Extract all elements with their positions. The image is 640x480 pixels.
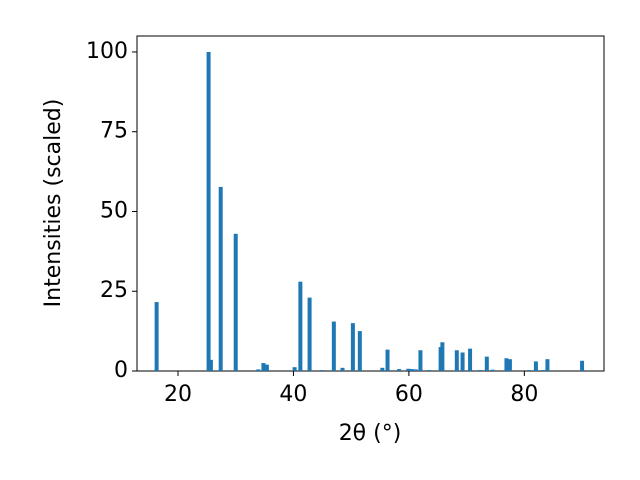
bar — [406, 368, 411, 371]
bar — [526, 370, 531, 371]
y-tick-label: 75 — [100, 119, 128, 144]
x-tick-label: 40 — [279, 382, 307, 407]
bar — [208, 359, 213, 371]
bar — [468, 348, 473, 371]
x-tick-label: 80 — [510, 382, 538, 407]
bar — [307, 297, 312, 371]
bar — [413, 369, 418, 371]
bar — [545, 359, 550, 371]
bar — [409, 369, 414, 371]
bar — [541, 370, 546, 371]
bar — [440, 342, 445, 371]
x-tick-label: 20 — [164, 382, 192, 407]
bar — [331, 321, 336, 371]
bar — [477, 370, 482, 371]
bar — [350, 323, 355, 371]
bar — [340, 367, 345, 371]
x-axis-label: 2θ (°) — [339, 421, 402, 446]
bar — [292, 367, 297, 371]
bar — [320, 370, 325, 371]
y-tick-label: 100 — [86, 39, 128, 64]
bar — [154, 302, 159, 371]
bar — [233, 233, 238, 371]
bar — [397, 369, 402, 371]
y-tick-label: 50 — [100, 198, 128, 223]
y-tick-label: 25 — [100, 278, 128, 303]
bar — [380, 367, 385, 371]
y-tick-label: 0 — [114, 358, 128, 383]
bar — [357, 331, 362, 371]
bar — [264, 364, 269, 371]
bar — [385, 349, 390, 371]
bar — [427, 370, 432, 371]
bar — [261, 363, 266, 371]
bar — [507, 359, 512, 371]
bar — [490, 369, 495, 371]
bar — [580, 360, 585, 371]
bar — [298, 281, 303, 371]
bar — [460, 352, 465, 371]
bar — [504, 358, 509, 371]
bar — [218, 186, 223, 371]
bar — [418, 350, 423, 371]
bar — [206, 51, 211, 371]
bar — [484, 356, 489, 371]
bar — [533, 361, 538, 371]
plot-frame — [136, 35, 605, 372]
x-tick-label: 60 — [395, 382, 423, 407]
bar — [454, 350, 459, 371]
y-axis-label: Intensities (scaled) — [41, 99, 66, 308]
bar — [256, 369, 261, 371]
